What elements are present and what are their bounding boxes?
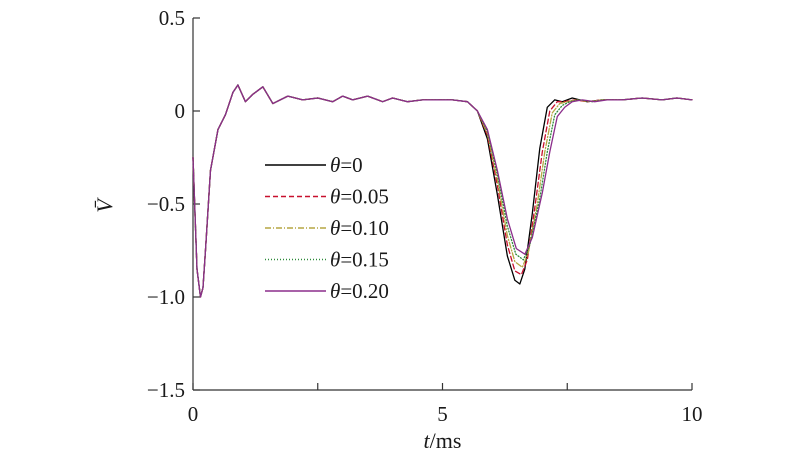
legend-label-4: θ=0.20 [330, 279, 389, 303]
y-tick-label: −1.5 [147, 378, 185, 402]
series-line-1 [192, 84, 693, 298]
series-line-2 [192, 84, 693, 298]
axes: 0 5 10 0.5 0 −0.5 −1.0 −1.5 [147, 6, 703, 426]
legend-label-0: θ=0 [330, 153, 363, 177]
x-tick-label: 5 [437, 402, 448, 426]
legend-label-3: θ=0.15 [330, 248, 389, 272]
legend-label-2: θ=0.10 [330, 216, 389, 240]
x-tick-label: 10 [682, 402, 703, 426]
series-layer [192, 84, 693, 298]
x-tick-label: 0 [188, 402, 199, 426]
series-line-0 [192, 84, 693, 298]
x-axis-label: t/ms [424, 428, 462, 453]
legend-label-1: θ=0.05 [330, 185, 389, 209]
legend: θ=0 θ=0.05 θ=0.10 θ=0.15 θ=0.20 [265, 153, 389, 303]
series-line-4 [192, 84, 693, 298]
axis-labels: t/ms V̄ [92, 197, 461, 453]
y-tick-label: 0 [175, 99, 186, 123]
y-tick-label: 0.5 [159, 6, 185, 30]
series-line-3 [192, 84, 693, 298]
y-axis-label: V̄ [92, 197, 117, 213]
y-tick-label: −1.0 [147, 285, 185, 309]
y-tick-label: −0.5 [147, 192, 185, 216]
